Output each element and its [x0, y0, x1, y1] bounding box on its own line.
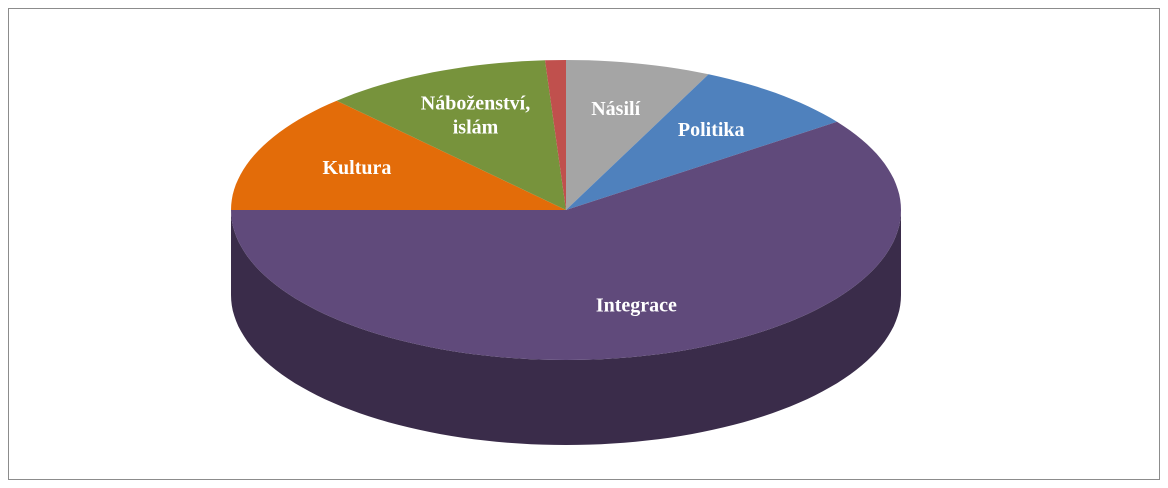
slice-side [231, 210, 901, 445]
pie-labels: Násilí Politika Integrace Kultura Náboženstv… [322, 28, 744, 317]
pie-tops [231, 60, 901, 360]
slice-label: Integrace [596, 295, 677, 317]
slice [545, 60, 566, 210]
slice [566, 74, 837, 210]
slice [231, 121, 901, 360]
slice [566, 60, 709, 210]
slice [231, 100, 566, 210]
slice-label: Žena v islámu [494, 28, 614, 52]
slice-label: Náboženství, islám [421, 92, 530, 138]
pie-sides [231, 210, 901, 445]
slice-label: Násilí [591, 98, 640, 120]
slice-label: Politika [678, 119, 745, 141]
slice [336, 60, 566, 210]
slice-label: Kultura [322, 157, 391, 179]
